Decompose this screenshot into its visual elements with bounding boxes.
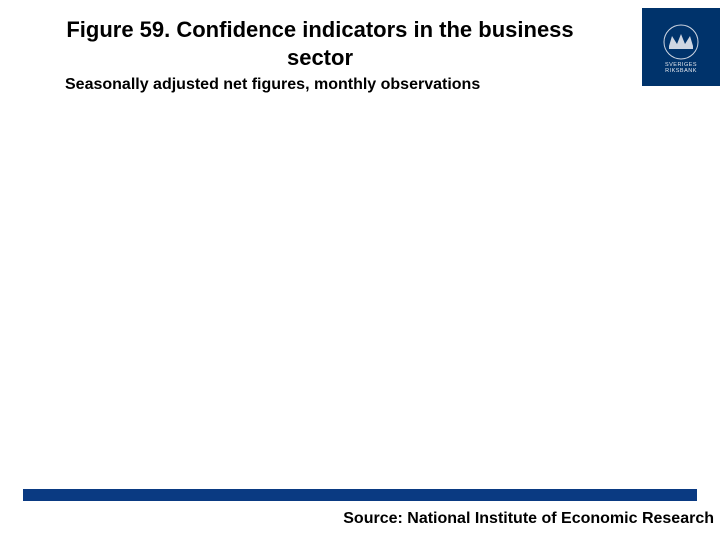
logo-text: SVERIGES RIKSBANK	[665, 62, 697, 74]
crown-icon	[659, 20, 703, 60]
footer-bar	[23, 489, 697, 501]
logo-text-line2: RIKSBANK	[665, 68, 697, 74]
figure-title: Figure 59. Confidence indicators in the …	[40, 16, 600, 71]
source-attribution: Source: National Institute of Economic R…	[343, 510, 714, 528]
figure-subtitle: Seasonally adjusted net figures, monthly…	[65, 76, 585, 94]
riksbank-logo: SVERIGES RIKSBANK	[642, 8, 720, 86]
